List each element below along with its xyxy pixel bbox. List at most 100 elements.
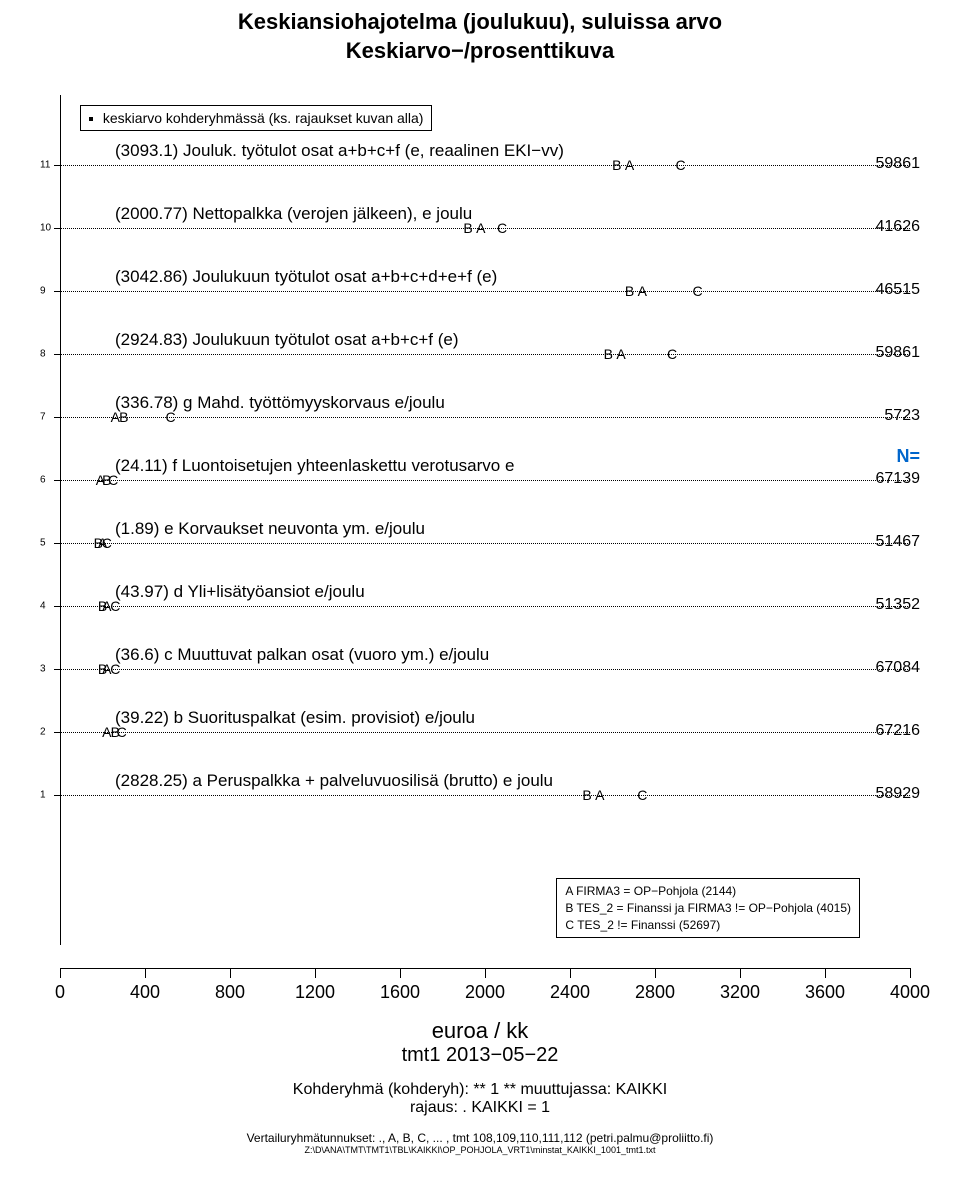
y-tick-mark (54, 417, 60, 418)
y-tick-mark (54, 606, 60, 607)
marker-c: C (110, 661, 120, 677)
row-line (60, 543, 910, 544)
row-n: 59861 (876, 344, 921, 362)
x-tick-mark (910, 968, 911, 978)
row-line (60, 354, 910, 355)
footer-vert: Vertailuryhmätunnukset: ., A, B, C, ... … (0, 1131, 960, 1145)
group-legend-item: A FIRMA3 = OP−Pohjola (2144) (565, 883, 851, 900)
y-tick: 5 (40, 538, 46, 549)
row-n: 67139 (876, 470, 921, 488)
footer-line1: Kohderyhmä (kohderyh): ** 1 ** muuttujas… (0, 1081, 960, 1099)
y-tick-mark (54, 543, 60, 544)
marker-c: C (110, 598, 120, 614)
x-tick: 2000 (465, 982, 505, 1003)
row-n: 51467 (876, 533, 921, 551)
legend-dot-icon (89, 117, 93, 121)
marker-a: A (616, 346, 625, 362)
n-header: N= (896, 446, 920, 467)
row-line (60, 606, 910, 607)
x-tick: 800 (215, 982, 245, 1003)
y-tick: 1 (40, 790, 46, 801)
row-line (60, 417, 910, 418)
row-line (60, 480, 910, 481)
marker-c: C (497, 220, 507, 236)
marker-c: C (692, 283, 702, 299)
x-tick: 2800 (635, 982, 675, 1003)
row-line (60, 165, 910, 166)
group-legend-item: C TES_2 != Finanssi (52697) (565, 917, 851, 934)
x-tick-mark (655, 968, 656, 978)
x-tick-mark (825, 968, 826, 978)
chart-area: keskiarvo kohderyhmässä (ks. rajaukset k… (60, 95, 910, 945)
row-label: (2000.77) Nettopalkka (verojen jälkeen),… (115, 204, 472, 224)
row-n: 5723 (884, 407, 920, 425)
marker-c: C (667, 346, 677, 362)
x-tick: 3600 (805, 982, 845, 1003)
marker-c: C (108, 472, 118, 488)
row-n: 51352 (876, 596, 921, 614)
marker-a: A (476, 220, 485, 236)
row-label: (2828.25) a Peruspalkka + palveluvuosili… (115, 771, 553, 791)
marker-b: B (582, 787, 591, 803)
marker-c: C (637, 787, 647, 803)
y-tick: 7 (40, 412, 46, 423)
x-tick: 1600 (380, 982, 420, 1003)
x-tick-mark (400, 968, 401, 978)
marker-c: C (102, 535, 112, 551)
title-line2: Keskiarvo−/prosenttikuva (0, 37, 960, 66)
row-line (60, 669, 910, 670)
x-tick-mark (230, 968, 231, 978)
row-n: 41626 (876, 218, 921, 236)
marker-a: A (595, 787, 604, 803)
row-label: (3093.1) Jouluk. työtulot osat a+b+c+f (… (115, 141, 564, 161)
y-tick: 11 (40, 160, 50, 171)
y-tick-mark (54, 354, 60, 355)
legend-main-text: keskiarvo kohderyhmässä (ks. rajaukset k… (103, 110, 424, 126)
x-tick-mark (315, 968, 316, 978)
row-line (60, 291, 910, 292)
y-tick-mark (54, 228, 60, 229)
y-tick: 2 (40, 727, 46, 738)
y-tick: 4 (40, 601, 46, 612)
x-tick: 0 (55, 982, 65, 1003)
row-n: 67084 (876, 659, 921, 677)
x-label: euroa / kk (0, 1018, 960, 1044)
x-tick-mark (60, 968, 61, 978)
marker-c: C (675, 157, 685, 173)
y-tick-mark (54, 165, 60, 166)
row-n: 67216 (876, 722, 921, 740)
row-line (60, 795, 910, 796)
marker-a: A (638, 283, 647, 299)
legend-main: keskiarvo kohderyhmässä (ks. rajaukset k… (80, 105, 432, 131)
y-tick: 10 (40, 223, 51, 234)
y-tick: 9 (40, 286, 46, 297)
x-tick: 4000 (890, 982, 930, 1003)
x-tick-mark (570, 968, 571, 978)
x-tick-mark (145, 968, 146, 978)
y-tick-mark (54, 669, 60, 670)
x-tick-mark (740, 968, 741, 978)
y-tick: 3 (40, 664, 46, 675)
marker-c: C (165, 409, 175, 425)
row-line (60, 732, 910, 733)
row-label: (39.22) b Suorituspalkat (esim. provisio… (115, 708, 475, 728)
marker-b: B (612, 157, 621, 173)
group-legend-item: B TES_2 = Finanssi ja FIRMA3 != OP−Pohjo… (565, 900, 851, 917)
y-tick-mark (54, 291, 60, 292)
x-tick: 1200 (295, 982, 335, 1003)
y-tick-mark (54, 732, 60, 733)
row-label: (2924.83) Joulukuun työtulot osat a+b+c+… (115, 330, 459, 350)
y-axis (60, 95, 61, 945)
marker-c: C (117, 724, 127, 740)
y-tick: 8 (40, 349, 46, 360)
row-n: 59861 (876, 155, 921, 173)
row-label: (36.6) c Muuttuvat palkan osat (vuoro ym… (115, 645, 489, 665)
row-label: (43.97) d Yli+lisätyöansiot e/joulu (115, 582, 365, 602)
y-tick-mark (54, 480, 60, 481)
marker-b: B (604, 346, 613, 362)
footer-line2: rajaus: . KAIKKI = 1 (0, 1099, 960, 1117)
bottom-info: euroa / kk tmt1 2013−05−22 Kohderyhmä (k… (0, 1018, 960, 1155)
marker-b: B (463, 220, 472, 236)
y-tick: 6 (40, 475, 46, 486)
x-date: tmt1 2013−05−22 (0, 1044, 960, 1067)
